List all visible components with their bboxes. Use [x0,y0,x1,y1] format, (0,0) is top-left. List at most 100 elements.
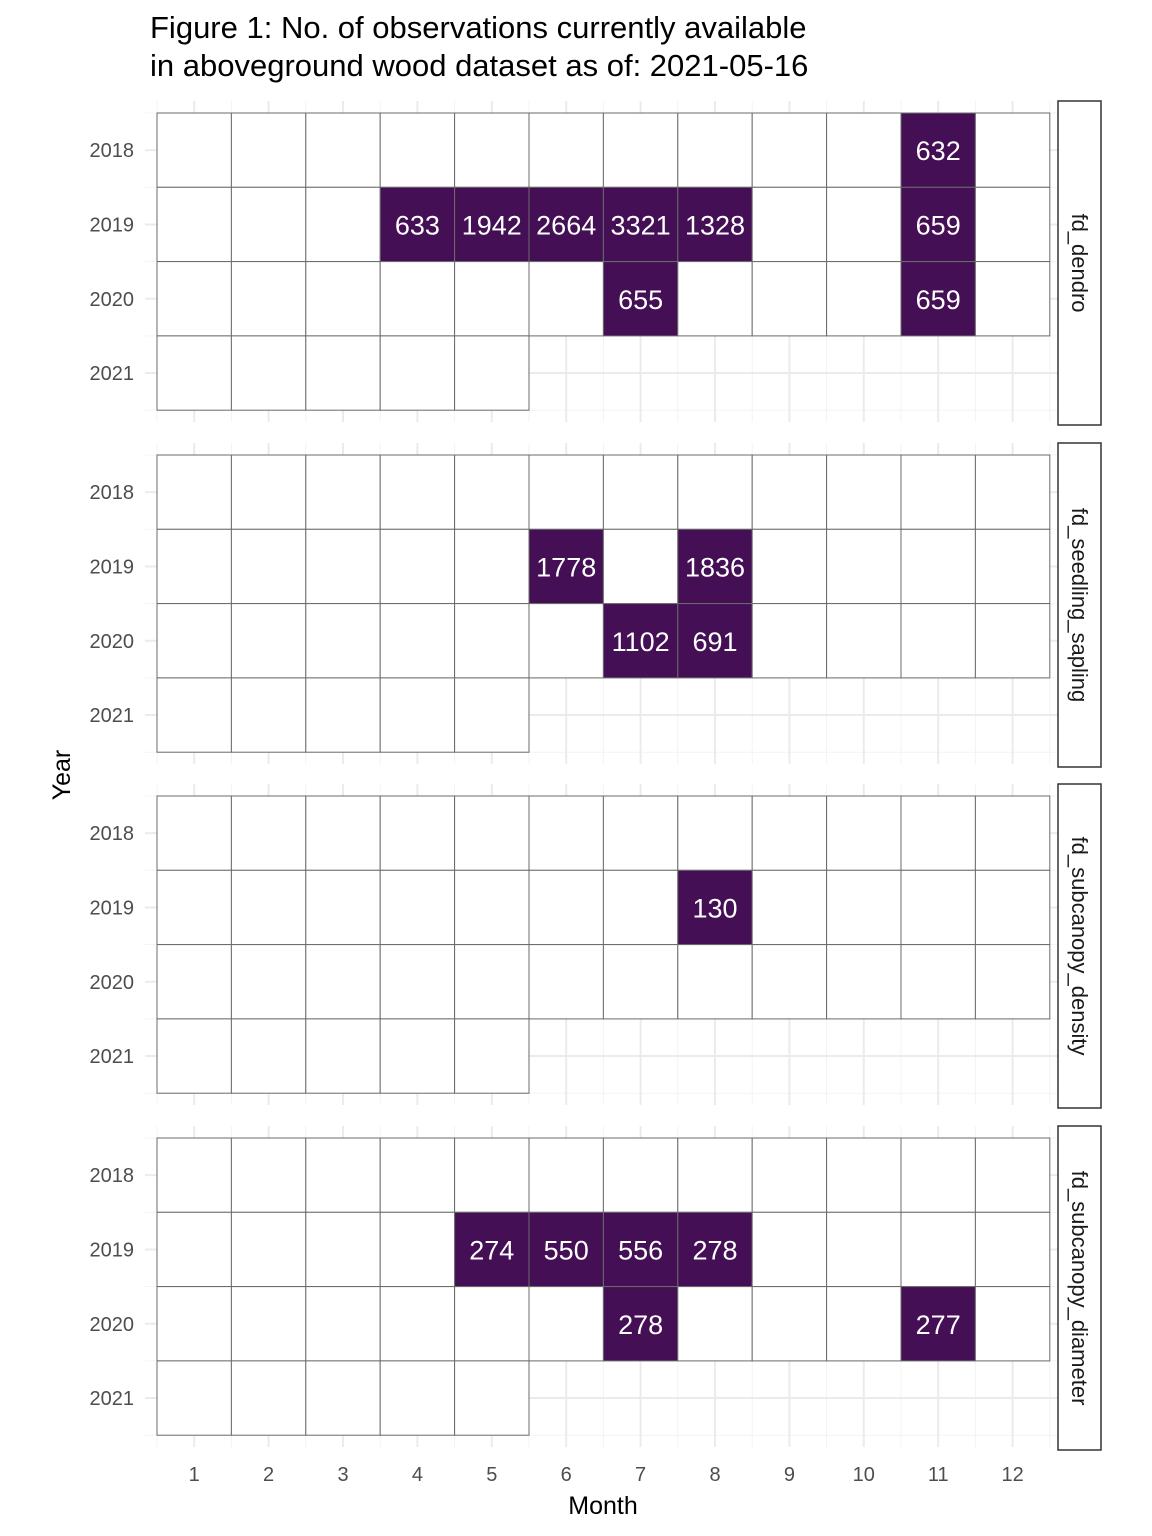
facet-strip-box [1057,100,1102,426]
heatmap-cell-empty [156,454,232,530]
heatmap-cell-empty [230,603,307,679]
heatmap-cell-empty [305,528,381,605]
heatmap-cell-empty [305,454,381,530]
heatmap-cell-empty [230,1286,307,1362]
cell-value-label: 277 [916,1310,961,1340]
y-tick-label: 2019 [90,897,135,919]
heatmap-cell-filled [528,528,604,605]
heatmap-cell-empty [751,186,828,263]
facet-strip-label: fd_dendro [1067,213,1092,312]
heatmap-cell-empty [454,261,530,337]
heatmap-cell-empty [230,454,307,530]
heatmap-cell-empty [156,603,232,679]
heatmap-cell-empty [826,944,902,1020]
facet-strip: fd_dendro [1057,100,1102,426]
heatmap-cell-empty [454,528,530,605]
facet-strip: fd_seedling_sapling [1057,442,1102,768]
heatmap-cell-empty [826,261,902,337]
facet-strip: fd_subcanopy_density [1057,783,1102,1109]
heatmap-cell-filled [602,1211,679,1288]
heatmap-cell-empty [751,1286,828,1362]
cell-value-label: 274 [469,1235,514,1265]
heatmap-cell-empty [751,1211,828,1288]
heatmap-cell-empty [156,528,232,605]
heatmap-cell-empty [454,795,530,871]
heatmap-cell-filled [602,1286,679,1362]
heatmap-cell-empty [454,335,530,411]
heatmap-cell-empty [305,944,381,1020]
x-tick-label: 8 [709,1464,720,1486]
heatmap-cell-empty [751,795,828,871]
heatmap-cell-empty [230,335,307,411]
heatmap-cell-empty [305,261,381,337]
heatmap-cell-empty [528,261,604,337]
heatmap-cell-empty [230,1211,307,1288]
heatmap-cell-empty [305,1137,381,1213]
y-tick-label: 2018 [90,482,135,504]
y-tick-label: 2020 [90,972,135,994]
heatmap-cell-empty [379,1018,456,1094]
heatmap-cell-empty [677,1286,753,1362]
heatmap-cell-empty [602,528,679,605]
heatmap-cell-empty [305,1211,381,1288]
x-tick-label: 4 [412,1464,423,1486]
facet-panel: 274 550 556 278 278 277 2018 2019 2020 2021 fd_sub… [90,1125,1102,1451]
heatmap-cell-empty [974,261,1051,337]
heatmap-cell-empty [900,1137,976,1213]
cell-value-label: 655 [618,285,663,315]
heatmap-cell-empty [454,1018,530,1094]
heatmap-cell-empty [305,1018,381,1094]
heatmap-cell-empty [156,261,232,337]
facet-panel: 130 2018 2019 2020 2021 fd_subcanopy_density [90,783,1102,1109]
heatmap-cell-empty [379,335,456,411]
heatmap-cell-empty [751,603,828,679]
heatmap-cell-empty [974,528,1051,605]
heatmap-cell-empty [379,1286,456,1362]
cell-value-label: 632 [916,136,961,166]
heatmap-cell-empty [230,186,307,263]
heatmap-cell-empty [528,795,604,871]
heatmap-cell-empty [974,795,1051,871]
heatmap-cell-empty [900,528,976,605]
cell-value-label: 1102 [612,627,670,657]
heatmap-cell-empty [826,1286,902,1362]
x-tick-label: 11 [928,1464,949,1486]
y-tick-label: 2021 [90,705,135,727]
heatmap-cell-empty [230,795,307,871]
x-tick-label: 12 [1001,1464,1023,1486]
facet-strip-box [1057,442,1102,768]
heatmap-cell-empty [602,454,679,530]
heatmap-cell-filled [677,1211,753,1288]
y-tick-label: 2021 [90,1388,135,1410]
heatmap-cell-empty [454,454,530,530]
heatmap-cell-empty [751,454,828,530]
chart-title-line-2: in aboveground wood dataset as of: 2021-… [150,48,808,83]
heatmap-cell-empty [677,944,753,1020]
heatmap-cell-empty [156,869,232,946]
heatmap-cell-filled [900,261,976,337]
heatmap-cell-empty [454,677,530,753]
heatmap-cell-empty [230,1018,307,1094]
x-tick-label: 2 [263,1464,274,1486]
heatmap-cell-empty [602,795,679,871]
x-axis-ticks: 1 2 3 4 5 6 7 8 9 10 11 12 [189,1464,1024,1486]
heatmap-cell-empty [156,795,232,871]
heatmap-cell-empty [826,603,902,679]
heatmap-cell-empty [974,186,1051,263]
heatmap-cell-empty [454,603,530,679]
heatmap-cell-empty [156,677,232,753]
heatmap-cell-empty [974,869,1051,946]
heatmap-cell-empty [826,528,902,605]
heatmap-cell-empty [379,112,456,188]
heatmap-cell-empty [305,112,381,188]
heatmap-cell-empty [528,944,604,1020]
heatmap-cell-empty [156,335,232,411]
heatmap-cell-empty [379,795,456,871]
y-tick-label: 2018 [90,140,135,162]
heatmap-cell-empty [156,1211,232,1288]
heatmap-cell-empty [974,454,1051,530]
heatmap-cell-empty [900,869,976,946]
heatmap-cell-empty [900,454,976,530]
